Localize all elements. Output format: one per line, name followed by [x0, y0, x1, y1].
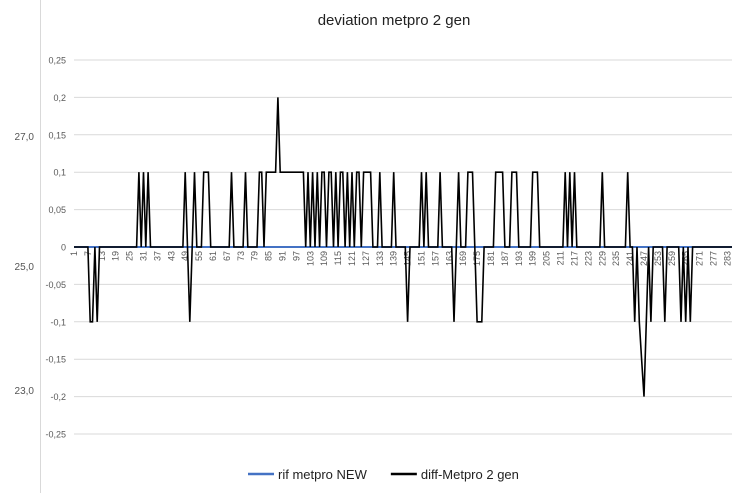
x-tick-label: 121: [347, 251, 357, 266]
x-tick-label: 145: [403, 251, 413, 266]
x-tick-label: 169: [458, 251, 468, 266]
x-tick-label: 259: [667, 251, 677, 266]
x-tick-label: 253: [653, 251, 663, 266]
x-tick-label: 97: [291, 251, 301, 261]
x-tick-label: 115: [333, 251, 343, 265]
x-tick-label: 25: [125, 251, 135, 261]
legend-label: diff-Metpro 2 gen: [421, 467, 519, 482]
x-tick-label: 151: [417, 251, 427, 266]
x-tick-label: 1: [69, 251, 79, 256]
x-tick-label: 205: [542, 251, 552, 266]
x-tick-label: 175: [472, 251, 482, 266]
x-tick-label: 43: [166, 251, 176, 261]
x-tick-label: 283: [722, 251, 732, 266]
left-axis-tick: 27,0: [14, 132, 34, 143]
x-tick-label: 133: [375, 251, 385, 266]
x-tick-label: 223: [583, 251, 593, 266]
x-tick-label: 157: [430, 251, 440, 266]
legend-label: rif metpro NEW: [278, 467, 368, 482]
y-tick-label: -0,15: [45, 355, 66, 365]
x-tick-label: 199: [528, 251, 538, 266]
x-tick-label: 187: [500, 251, 510, 266]
x-tick-label: 19: [111, 251, 121, 261]
x-tick-label: 73: [236, 251, 246, 261]
x-tick-label: 277: [708, 251, 718, 266]
x-tick-label: 211: [556, 251, 566, 265]
left-axis-tick: 23,0: [14, 386, 34, 397]
left-axis-tick: 25,0: [14, 262, 34, 273]
x-tick-label: 61: [208, 251, 218, 261]
x-axis-ticks: 1 7 13 19 25 31 37 43 49 55 61 67 73 79 85 91 97 103 109 11…: [69, 251, 732, 266]
series-line: [74, 97, 732, 397]
x-tick-label: 13: [97, 251, 107, 261]
x-tick-label: 91: [278, 251, 288, 261]
x-tick-label: 55: [194, 251, 204, 261]
y-tick-label: -0,05: [45, 280, 66, 290]
x-tick-label: 241: [625, 251, 635, 266]
x-tick-label: 109: [319, 251, 329, 266]
x-tick-label: 37: [152, 251, 162, 261]
x-tick-label: 265: [681, 251, 691, 266]
legend: rif metpro NEW diff-Metpro 2 gen: [248, 467, 519, 482]
y-tick-label: -0,2: [50, 392, 66, 402]
x-tick-label: 271: [695, 251, 705, 266]
x-tick-label: 31: [139, 251, 149, 261]
x-tick-label: 85: [264, 251, 274, 261]
y-tick-label: -0,25: [45, 430, 66, 440]
x-tick-label: 247: [639, 251, 649, 266]
x-tick-label: 103: [305, 251, 315, 266]
left-axis-strip: 27,0 25,0 23,0: [0, 0, 41, 493]
x-tick-label: 49: [180, 251, 190, 261]
y-tick-label: 0,2: [53, 93, 66, 103]
x-tick-label: 229: [597, 251, 607, 266]
x-tick-label: 193: [514, 251, 524, 266]
y-tick-label: -0,1: [50, 317, 66, 327]
chart-title: deviation metpro 2 gen: [318, 12, 471, 29]
x-tick-label: 67: [222, 251, 232, 261]
x-tick-label: 235: [611, 251, 621, 266]
y-tick-label: 0,05: [48, 205, 66, 215]
x-tick-label: 79: [250, 251, 260, 261]
y-axis-ticks: 0,25 0,2 0,15 0,1 0,05 0 -0,05 -0,1 -0,15 -0,2 -0,…: [45, 56, 66, 440]
x-tick-label: 181: [486, 251, 496, 266]
y-tick-label: 0,15: [48, 130, 66, 140]
y-tick-label: 0: [61, 243, 66, 253]
x-tick-label: 217: [569, 251, 579, 266]
x-tick-label: 163: [444, 251, 454, 266]
y-tick-label: 0,1: [53, 168, 66, 178]
x-tick-label: 127: [361, 251, 371, 266]
y-tick-label: 0,25: [48, 56, 66, 66]
series-lines: [74, 97, 732, 397]
x-tick-label: 139: [389, 251, 399, 266]
